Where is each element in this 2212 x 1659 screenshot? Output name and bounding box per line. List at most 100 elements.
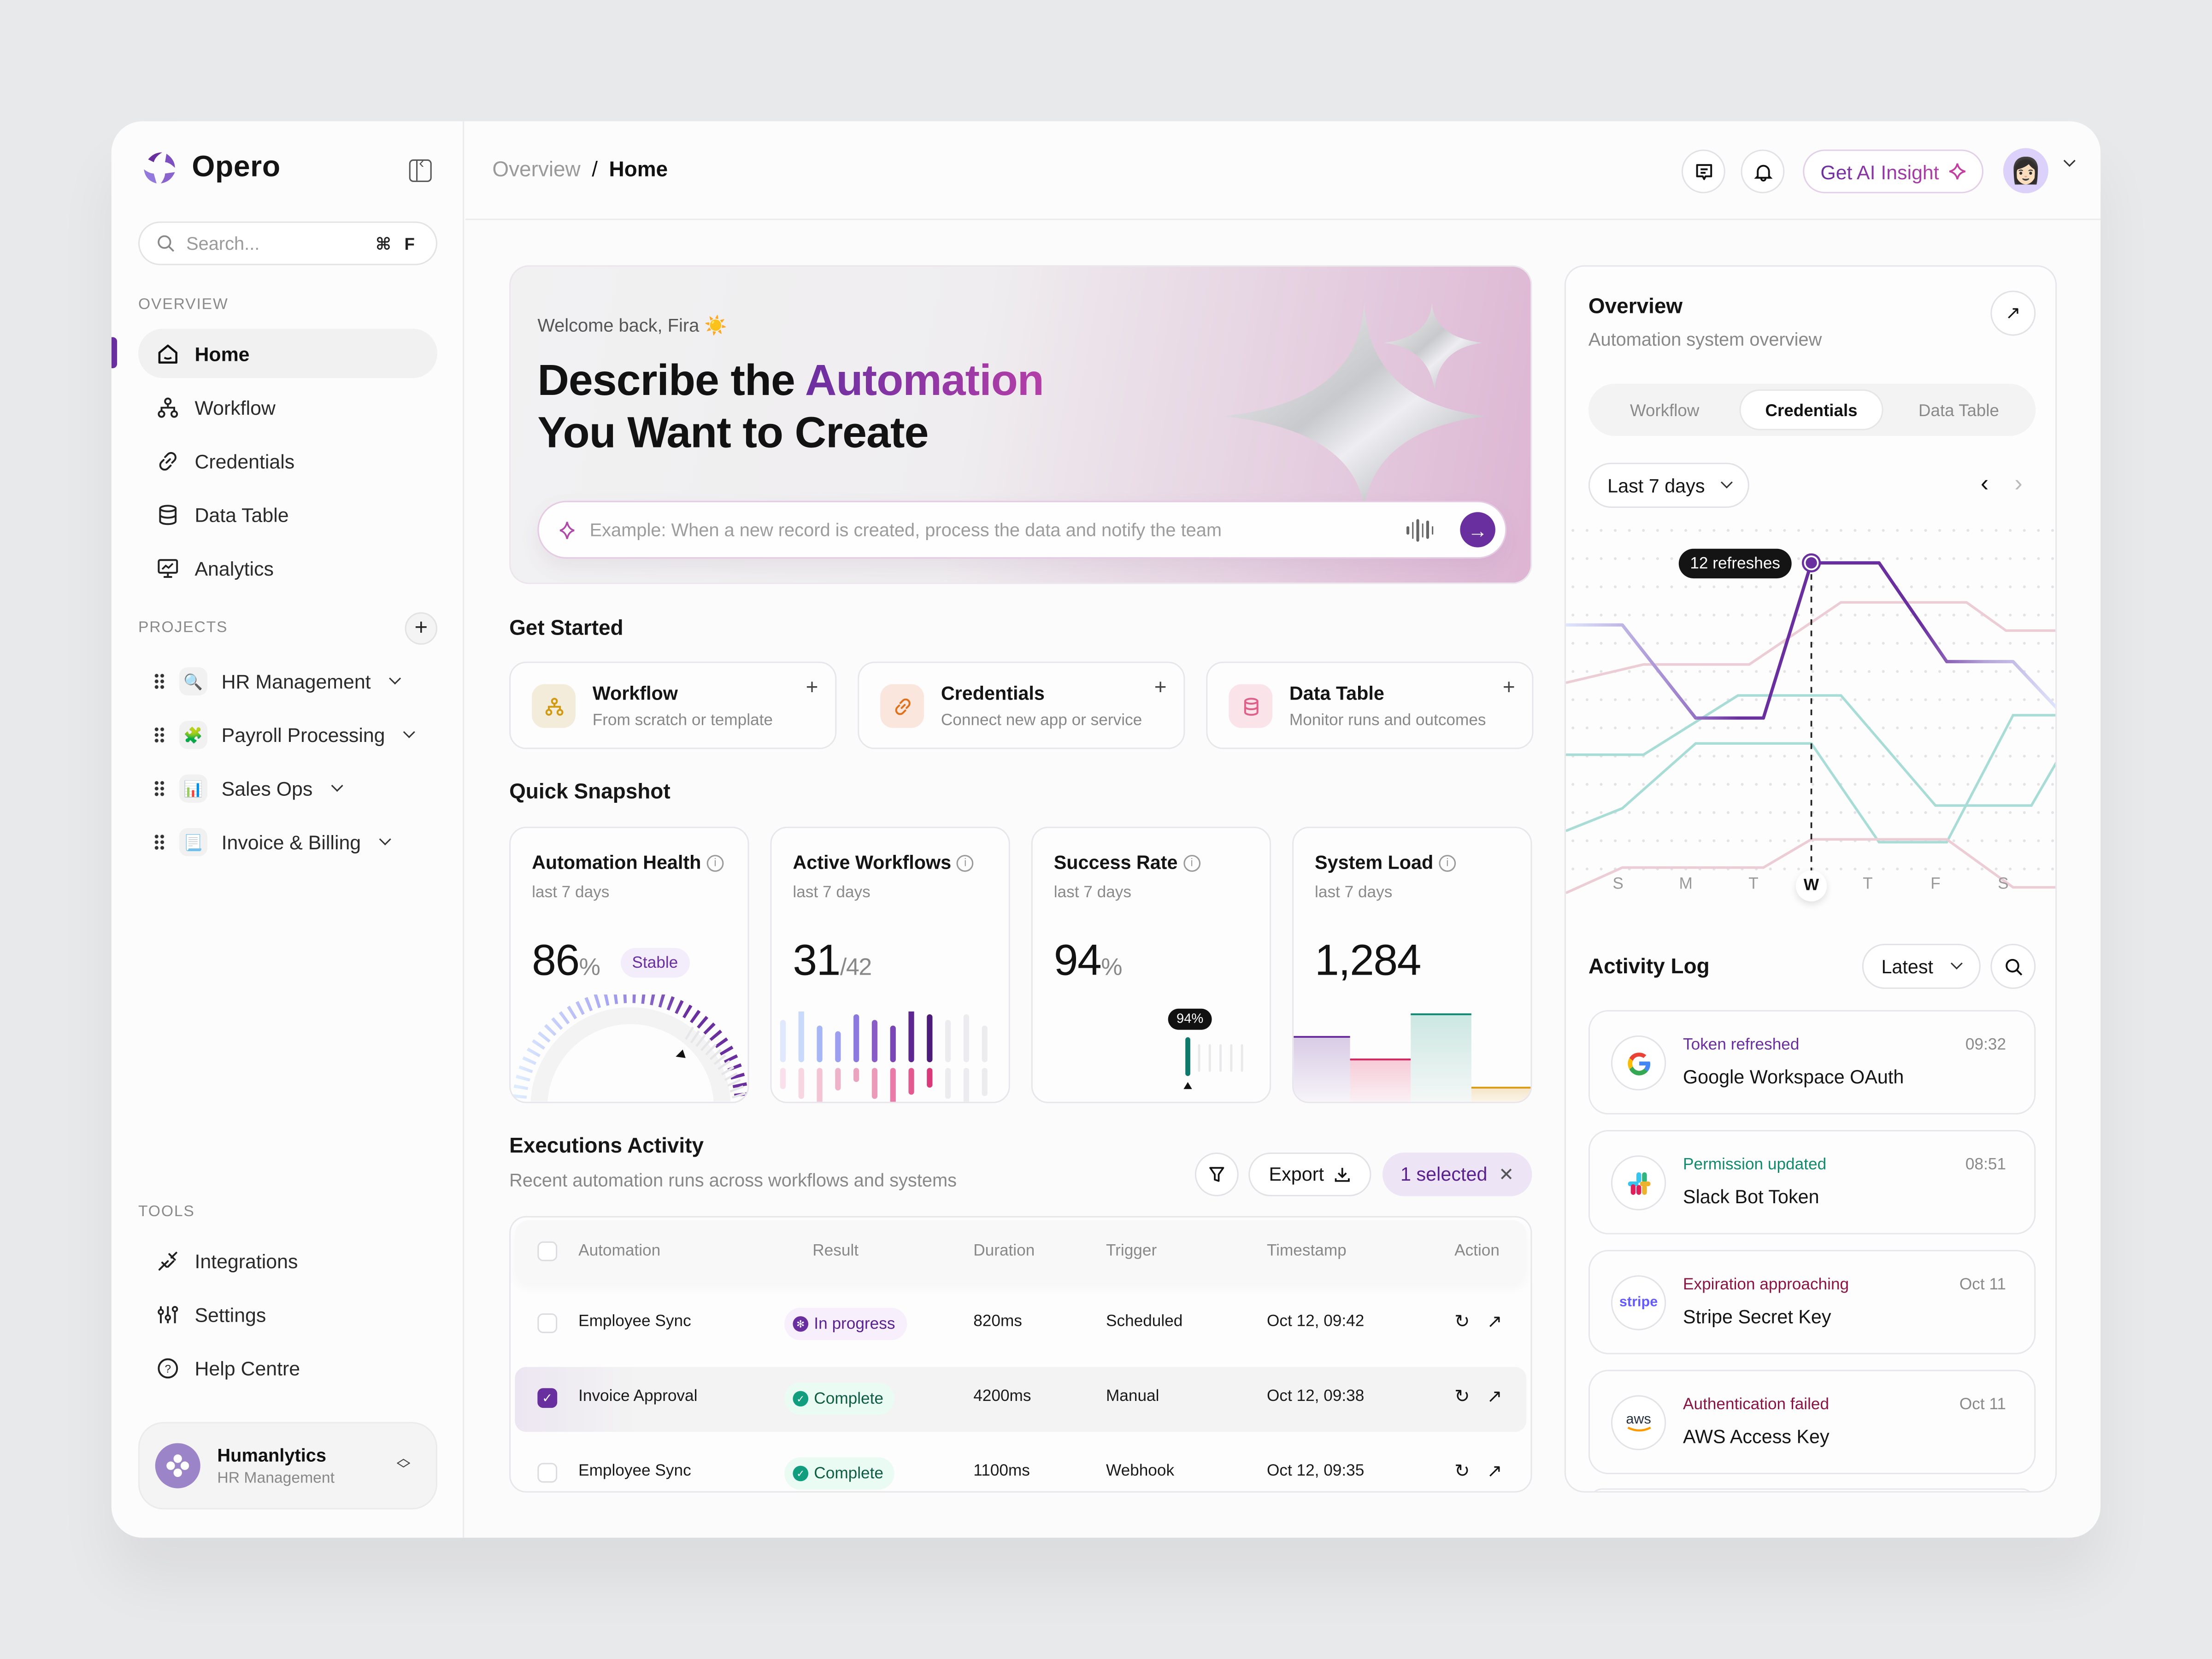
column-header[interactable]: Duration <box>973 1242 1035 1260</box>
open-external-icon[interactable]: ↗ <box>1487 1310 1502 1332</box>
tab-data-table[interactable]: Data Table <box>1918 400 1999 420</box>
row-checkbox[interactable]: ✓ <box>537 1388 558 1408</box>
collapse-sidebar-icon[interactable] <box>409 155 432 182</box>
tab-credentials[interactable]: Credentials <box>1739 389 1883 430</box>
chevron-down-icon[interactable] <box>379 833 391 846</box>
row-checkbox[interactable] <box>537 1463 558 1483</box>
info-icon[interactable]: i <box>1183 854 1200 871</box>
rerun-icon[interactable]: ↻ <box>1454 1385 1470 1407</box>
panel-title: Overview <box>1588 294 1683 319</box>
chevron-down-icon[interactable] <box>388 672 401 685</box>
previous-icon[interactable]: ‹ <box>1980 470 1989 497</box>
selected-count: 1 selected <box>1400 1164 1488 1185</box>
sidebar-item-data-table[interactable]: Data Table <box>138 489 437 539</box>
overview-panel: Overview Automation system overview ↗ Wo… <box>1564 265 2057 1493</box>
day-label[interactable]: M <box>1679 876 1693 893</box>
drag-handle-icon[interactable] <box>153 780 165 797</box>
export-button[interactable]: Export <box>1248 1153 1371 1196</box>
open-external-icon[interactable]: ↗ <box>1487 1460 1502 1482</box>
user-avatar[interactable]: 👩🏻 <box>2003 148 2048 194</box>
table-row[interactable]: Employee Sync ✻ In progress 820ms Schedul… <box>515 1292 1526 1357</box>
get-started-card-credentials[interactable]: Credentials Connect new app or service + <box>858 661 1185 749</box>
row-checkbox[interactable] <box>537 1313 558 1333</box>
column-header[interactable]: Action <box>1454 1242 1500 1260</box>
day-label[interactable]: T <box>1863 876 1873 893</box>
log-time: Oct 11 <box>1959 1277 2006 1294</box>
day-label[interactable]: F <box>1930 876 1941 893</box>
project-item[interactable]: 📃 Invoice & Billing <box>153 828 391 857</box>
day-label-active[interactable]: W <box>1795 870 1827 902</box>
select-all-checkbox[interactable] <box>537 1241 558 1261</box>
sidebar-item-home[interactable]: Home <box>138 329 437 378</box>
project-item[interactable]: 📊 Sales Ops <box>153 774 343 803</box>
sidebar-item-integrations[interactable]: Integrations <box>138 1236 437 1285</box>
sparkle-icon <box>559 521 575 539</box>
activity-log-item[interactable]: aws Authentication failed AWS Access Key… <box>1588 1370 2036 1474</box>
column-header[interactable]: Automation <box>578 1242 661 1260</box>
sidebar-item-help-centre[interactable]: ? Help Centre <box>138 1343 437 1392</box>
messages-button[interactable] <box>1681 149 1725 194</box>
sidebar-item-credentials[interactable]: Credentials <box>138 436 437 485</box>
get-started-card-workflow[interactable]: Workflow From scratch or template + <box>509 661 837 749</box>
get-ai-insight-button[interactable]: Get AI Insight <box>1803 149 1984 194</box>
activity-log-item[interactable]: Permission updated Slack Bot Token 08:51 <box>1588 1130 2036 1235</box>
sidebar-item-analytics[interactable]: Analytics <box>138 543 437 593</box>
spinner-icon: ✻ <box>793 1316 809 1332</box>
workspace-sub: HR Management <box>217 1470 335 1487</box>
cell-trigger: Webhook <box>1106 1463 1175 1480</box>
chevron-down-icon[interactable] <box>403 726 415 738</box>
activity-log-item[interactable]: Token refreshed Google Workspace OAuth 0… <box>1588 1010 2036 1115</box>
log-search-button[interactable] <box>1990 943 2036 989</box>
day-label[interactable]: T <box>1748 876 1759 893</box>
info-icon[interactable]: i <box>957 854 974 871</box>
plus-icon[interactable]: + <box>806 676 818 700</box>
voice-input-icon[interactable] <box>1406 518 1434 541</box>
notifications-button[interactable] <box>1741 149 1785 194</box>
open-external-icon[interactable]: ↗ <box>1487 1385 1502 1407</box>
clear-selection-icon[interactable]: ✕ <box>1498 1163 1514 1184</box>
send-arrow-button[interactable]: → <box>1460 512 1495 547</box>
column-header[interactable]: Result <box>812 1242 859 1260</box>
workspace-switcher[interactable]: Humanlytics HR Management ︿ ﹀ <box>138 1422 437 1510</box>
automation-prompt-input[interactable]: Example: When a new record is created, p… <box>537 500 1507 559</box>
chevron-down-icon[interactable] <box>2063 154 2076 167</box>
drag-handle-icon[interactable] <box>153 726 165 744</box>
drag-handle-icon[interactable] <box>153 673 165 690</box>
column-header[interactable]: Timestamp <box>1266 1242 1347 1260</box>
next-icon[interactable]: › <box>2014 470 2023 497</box>
breadcrumb-parent[interactable]: Overview <box>492 158 581 182</box>
log-event: Expiration approaching <box>1683 1277 1849 1294</box>
sidebar-item-settings[interactable]: Settings <box>138 1289 437 1339</box>
add-project-button[interactable]: + <box>405 612 437 645</box>
filter-button[interactable] <box>1194 1153 1239 1196</box>
info-icon[interactable]: i <box>706 854 724 871</box>
search-input[interactable]: Search... ⌘ F <box>138 221 437 265</box>
rerun-icon[interactable]: ↻ <box>1454 1310 1470 1332</box>
day-label[interactable]: S <box>1612 876 1624 893</box>
info-icon[interactable]: i <box>1439 854 1456 871</box>
sparkle-icon <box>1948 163 1965 180</box>
brand[interactable]: Opero <box>141 149 281 186</box>
sort-dropdown[interactable]: Latest <box>1862 943 1981 989</box>
selection-pill[interactable]: 1 selected ✕ <box>1382 1153 1532 1196</box>
plus-icon[interactable]: + <box>1154 676 1167 700</box>
date-range-dropdown[interactable]: Last 7 days <box>1588 463 1749 508</box>
project-item[interactable]: 🧩 Payroll Processing <box>153 721 415 749</box>
tab-workflow[interactable]: Workflow <box>1630 400 1700 420</box>
day-label[interactable]: S <box>1998 876 2009 893</box>
drag-handle-icon[interactable] <box>153 834 165 851</box>
plus-icon[interactable]: + <box>1502 676 1515 700</box>
rerun-icon[interactable]: ↻ <box>1454 1460 1470 1482</box>
table-row[interactable]: Employee Sync ✓ Complete 1100ms Webhook O… <box>515 1442 1526 1491</box>
expand-button[interactable]: ↗ <box>1990 290 2036 336</box>
column-header[interactable]: Trigger <box>1106 1242 1157 1260</box>
sidebar-item-workflow[interactable]: Workflow <box>138 382 437 432</box>
table-row[interactable]: ✓ Invoice Approval ✓ Complete 4200ms Manu… <box>515 1367 1527 1432</box>
cell-automation: Employee Sync <box>578 1463 691 1480</box>
kpi-success-rate: Success Rate i last 7 days 94% 94% <box>1031 826 1271 1103</box>
app-window: Opero Search... ⌘ F OVERVIEW Home Workfl… <box>111 121 2101 1538</box>
project-item[interactable]: 🔍 HR Management <box>153 667 401 696</box>
chevron-down-icon[interactable] <box>330 780 343 792</box>
get-started-card-data-table[interactable]: Data Table Monitor runs and outcomes + <box>1206 661 1534 749</box>
activity-log-item[interactable]: stripe Expiration approaching Stripe Sec… <box>1588 1250 2036 1354</box>
